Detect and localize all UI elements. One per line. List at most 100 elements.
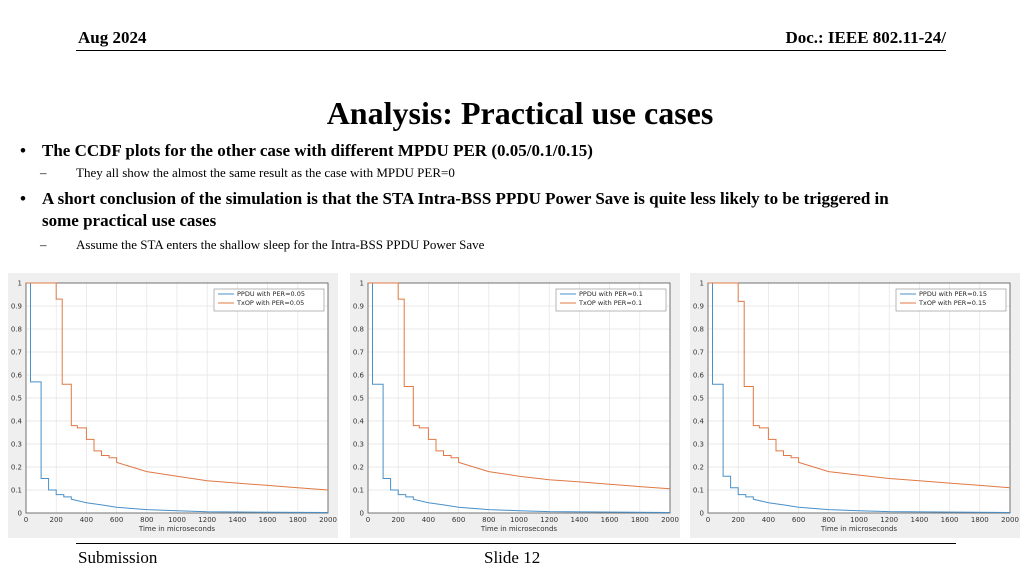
series-line-txop: [368, 282, 671, 490]
x-tick-label: 800: [822, 516, 835, 524]
x-tick-label: 1000: [510, 516, 528, 524]
y-tick-label: 0.4: [353, 418, 365, 426]
y-tick-label: 0.1: [353, 487, 364, 495]
x-tick-label: 1000: [168, 516, 186, 524]
x-tick-label: 1400: [910, 516, 928, 524]
x-tick-label: 0: [24, 516, 28, 524]
footer-divider: [76, 543, 956, 544]
y-tick-label: 0.3: [693, 441, 704, 449]
y-tick-label: 0.5: [353, 395, 364, 403]
plot-frame: [367, 282, 671, 514]
footer-slide-number: Slide 12: [484, 548, 541, 567]
series-line-ppdu: [368, 282, 671, 513]
y-tick-label: 0: [700, 510, 704, 518]
x-tick-label: 0: [706, 516, 710, 524]
x-tick-label: 2000: [1001, 516, 1019, 524]
x-tick-label: 400: [422, 516, 435, 524]
y-tick-label: 0.6: [693, 372, 705, 380]
x-tick-label: 400: [762, 516, 775, 524]
header-doc-id: Doc.: IEEE 802.11-24/: [785, 28, 946, 47]
y-tick-label: 1: [700, 280, 704, 288]
x-tick-label: 1400: [228, 516, 246, 524]
y-tick-label: 0.9: [693, 303, 704, 311]
x-tick-label: 2000: [319, 516, 337, 524]
y-tick-label: 1: [18, 280, 22, 288]
ccdf-plot-per-0-05: 0 200 400 600 800 1000 1200 1400 1600 1800 2000 0 0.…: [8, 273, 338, 538]
y-tick-label: 0.2: [353, 464, 364, 472]
x-axis-label: Time in microseconds: [480, 525, 558, 533]
legend-entry: TxOP with PER=0.1: [578, 299, 642, 307]
x-tick-label: 1600: [941, 516, 959, 524]
chart-svg: 0 200 400 600 800 1000 1200 1400 1600 1800 2000 0 0.…: [353, 280, 679, 534]
y-tick-label: 0.3: [11, 441, 22, 449]
legend-entry: PPDU with PER=0.15: [919, 290, 987, 298]
chart-svg: 0 200 400 600 800 1000 1200 1400 1600 1800 2000 0 0.…: [11, 280, 337, 534]
header-divider: [76, 50, 946, 51]
x-tick-label: 400: [80, 516, 93, 524]
chart-svg: 0 200 400 600 800 1000 1200 1400 1600 1800 2000 0 0.…: [693, 280, 1019, 534]
x-tick-label: 800: [140, 516, 153, 524]
x-tick-label: 1800: [631, 516, 649, 524]
x-tick-label: 600: [792, 516, 805, 524]
x-tick-label: 1000: [850, 516, 868, 524]
y-tick-label: 0.3: [353, 441, 364, 449]
x-tick-label: 1400: [570, 516, 588, 524]
ccdf-plot-per-0-1: 0 200 400 600 800 1000 1200 1400 1600 1800 2000 0 0.…: [350, 273, 680, 538]
y-tick-label: 0.5: [11, 395, 22, 403]
legend-box: [895, 288, 1007, 312]
header-date: Aug 2024: [78, 28, 147, 47]
x-tick-label: 0: [366, 516, 370, 524]
y-tick-label: 0.7: [693, 349, 704, 357]
bullet-marker: •: [20, 141, 26, 160]
footer-submission: Submission: [78, 548, 158, 567]
x-tick-label: 1200: [540, 516, 558, 524]
x-tick-label: 200: [392, 516, 405, 524]
plot-frame: [25, 282, 329, 514]
bullet-2-text: A short conclusion of the simulation is …: [42, 189, 889, 230]
x-tick-label: 1600: [259, 516, 277, 524]
x-axis-label: Time in microseconds: [138, 525, 216, 533]
x-tick-label: 1600: [601, 516, 619, 524]
y-tick-label: 0.7: [11, 349, 22, 357]
slide-title: Analysis: Practical use cases: [326, 95, 714, 131]
bullet-1-sub-text: They all show the almost the same result…: [76, 165, 455, 180]
x-tick-label: 200: [50, 516, 63, 524]
x-tick-label: 2000: [661, 516, 679, 524]
bullet-2-sub-text: Assume the STA enters the shallow sleep …: [76, 237, 485, 252]
x-tick-label: 200: [732, 516, 745, 524]
y-tick-label: 0.8: [693, 326, 704, 334]
y-tick-label: 0.4: [11, 418, 23, 426]
legend-box: [555, 288, 667, 312]
x-tick-label: 800: [482, 516, 495, 524]
x-tick-label: 1200: [198, 516, 216, 524]
plot-frame: [707, 282, 1011, 514]
legend-box: [213, 288, 325, 312]
y-tick-label: 0.2: [693, 464, 704, 472]
y-tick-label: 0.1: [11, 487, 22, 495]
series-line-ppdu: [26, 282, 329, 513]
x-tick-label: 1800: [289, 516, 307, 524]
ccdf-plot-per-0-15: 0 200 400 600 800 1000 1200 1400 1600 1800 2000 0 0.…: [690, 273, 1020, 538]
sub-bullet-marker: –: [40, 165, 47, 180]
y-tick-label: 0: [360, 510, 364, 518]
sub-bullet-marker: –: [40, 237, 47, 252]
legend-entry: TxOP with PER=0.15: [918, 299, 986, 307]
x-tick-label: 600: [452, 516, 465, 524]
y-tick-label: 1: [360, 280, 364, 288]
legend-entry: PPDU with PER=0.1: [579, 290, 643, 298]
y-tick-label: 0.8: [353, 326, 364, 334]
y-tick-label: 0.9: [353, 303, 364, 311]
bullet-1-text: The CCDF plots for the other case with d…: [42, 141, 593, 160]
series-line-txop: [708, 282, 1011, 489]
legend-entry: TxOP with PER=0.05: [236, 299, 304, 307]
y-tick-label: 0.5: [693, 395, 704, 403]
y-tick-label: 0.6: [353, 372, 365, 380]
y-tick-label: 0.9: [11, 303, 22, 311]
y-tick-label: 0.2: [11, 464, 22, 472]
y-tick-label: 0.6: [11, 372, 23, 380]
x-axis-label: Time in microseconds: [820, 525, 898, 533]
x-tick-label: 1200: [880, 516, 898, 524]
series-line-txop: [26, 282, 329, 491]
y-tick-label: 0.8: [11, 326, 22, 334]
series-line-ppdu: [708, 282, 1011, 513]
